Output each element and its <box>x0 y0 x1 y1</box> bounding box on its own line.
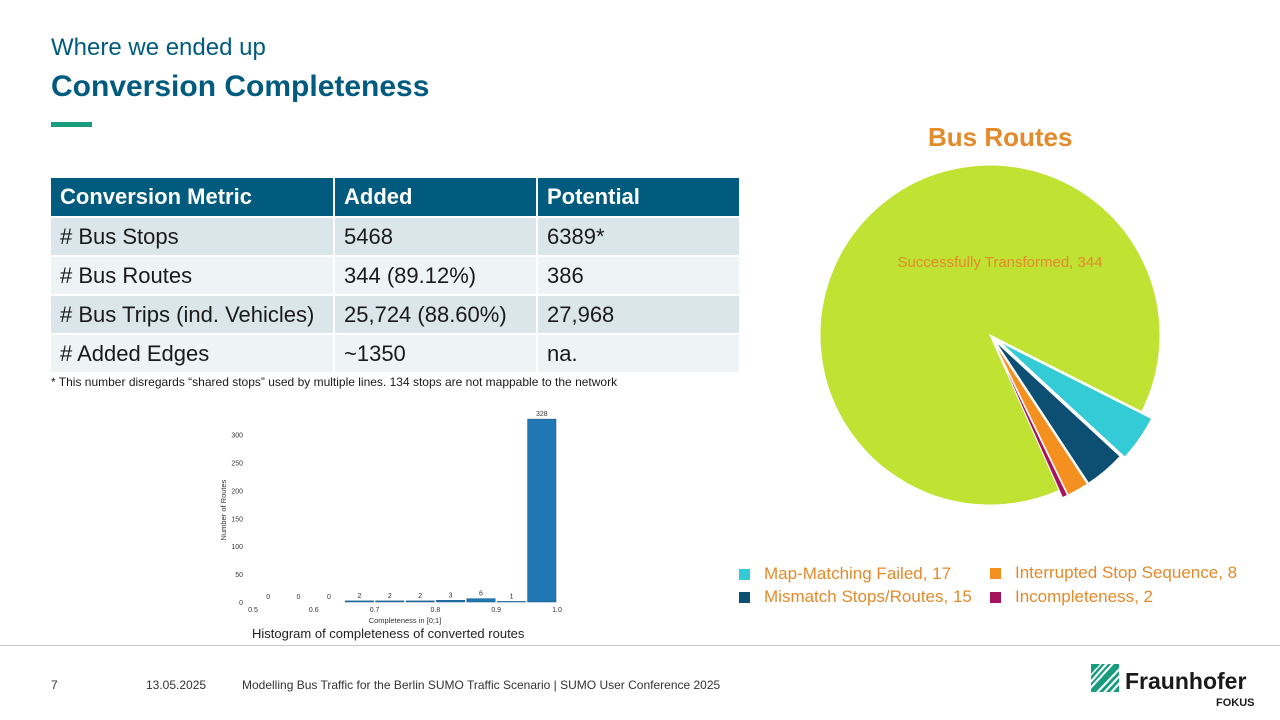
histogram-caption: Histogram of completeness of converted r… <box>252 626 525 641</box>
table-cell: 6389* <box>537 216 739 256</box>
x-tick-label: 0.8 <box>431 607 441 614</box>
legend-swatch <box>739 591 750 603</box>
bar-value-label: 328 <box>536 411 548 418</box>
table-cell: # Added Edges <box>51 333 335 372</box>
histogram-bar <box>405 600 435 603</box>
y-axis-label: Number of Routes <box>219 479 228 540</box>
table-cell: # Bus Stops <box>51 216 335 256</box>
footer-text: Modelling Bus Traffic for the Berlin SUM… <box>242 678 721 692</box>
legend-item-incompleteness: Incompleteness, 2 <box>990 587 1153 607</box>
histogram-bar <box>527 418 557 603</box>
bar-value-label: 3 <box>449 592 453 599</box>
table-cell: na. <box>537 333 739 372</box>
table-header-potential: Potential <box>537 178 739 217</box>
table-cell: ~1350 <box>334 333 538 372</box>
fraunhofer-logo-text: Fraunhofer <box>1125 668 1247 694</box>
bar-value-label: 0 <box>266 594 270 601</box>
bar-value-label: 2 <box>388 593 392 600</box>
y-tick-label: 200 <box>231 488 243 495</box>
footer-date: 13.05.2025 <box>146 678 207 692</box>
y-tick-label: 0 <box>239 600 243 607</box>
legend-label: Incompleteness, 2 <box>1015 587 1153 606</box>
table-cell: 27,968 <box>537 294 739 334</box>
x-tick-label: 0.6 <box>309 607 319 614</box>
table-cell: 5468 <box>334 216 538 256</box>
x-axis-label: Completeness in [0;1] <box>369 616 442 625</box>
histogram-bar <box>375 600 405 603</box>
table-cell: # Bus Routes <box>51 255 335 295</box>
table-cell: 386 <box>537 255 739 295</box>
legend-swatch <box>739 568 750 580</box>
legend-item-map-matching: Map-Matching Failed, 17 <box>739 564 951 584</box>
table-cell: 25,724 (88.60%) <box>334 294 538 334</box>
fraunhofer-logo-icon <box>1091 664 1119 692</box>
x-tick-label: 0.7 <box>370 607 380 614</box>
legend-label: Mismatch Stops/Routes, 15 <box>764 587 972 606</box>
bus-routes-pie-chart: Successfully Transformed, 344 <box>820 165 1161 506</box>
y-tick-label: 300 <box>231 433 243 440</box>
legend-item-mismatch: Mismatch Stops/Routes, 15 <box>739 587 972 607</box>
pie-slice <box>994 340 1121 484</box>
x-tick-label: 0.9 <box>491 607 501 614</box>
x-tick-label: 1.0 <box>552 607 562 614</box>
bar-value-label: 2 <box>418 593 422 600</box>
legend-swatch <box>990 567 1001 579</box>
pie-slice <box>993 341 1089 496</box>
slide-subtitle: Where we ended up <box>51 34 266 61</box>
bar-value-label: 2 <box>357 593 361 600</box>
table-cell: # Bus Trips (ind. Vehicles) <box>51 294 335 334</box>
bar-value-label: 0 <box>327 594 331 601</box>
x-tick-label: 0.5 <box>248 607 258 614</box>
y-tick-label: 250 <box>231 461 243 468</box>
pie-slice-label: Successfully Transformed, 344 <box>897 254 1102 271</box>
fraunhofer-logo-sub: FOKUS <box>1216 697 1255 709</box>
table-cell: 344 (89.12%) <box>334 255 538 295</box>
pie-slice <box>820 165 1161 506</box>
table-header-metric: Conversion Metric <box>51 178 335 217</box>
footer-divider <box>0 645 1280 646</box>
table-row: # Bus Trips (ind. Vehicles) 25,724 (88.6… <box>51 294 739 334</box>
legend-label: Interrupted Stop Sequence, 8 <box>1015 563 1238 582</box>
histogram-bar <box>466 598 496 603</box>
legend-swatch <box>990 591 1001 603</box>
table-row: # Added Edges ~1350 na. <box>51 333 739 372</box>
histogram-bar <box>436 600 466 603</box>
bar-value-label: 0 <box>297 594 301 601</box>
legend-item-interrupted: Interrupted Stop Sequence, 8 <box>990 563 1237 583</box>
pie-slice <box>999 341 1153 458</box>
y-tick-label: 150 <box>231 516 243 523</box>
title-accent-bar <box>51 122 92 127</box>
y-tick-label: 100 <box>231 544 243 551</box>
pie-title: Bus Routes <box>928 122 1073 152</box>
bar-value-label: 1 <box>509 593 513 600</box>
table-row: # Bus Routes 344 (89.12%) 386 <box>51 255 739 295</box>
histogram-bar <box>496 601 526 603</box>
table-header-added: Added <box>334 178 538 217</box>
table-footnote: * This number disregards “shared stops” … <box>51 375 618 389</box>
conversion-metrics-table: Conversion Metric Added Potential # Bus … <box>51 178 739 372</box>
y-tick-label: 50 <box>235 572 243 579</box>
completeness-histogram: 0 50 100 150 200 250 300 0.5 0.6 0.7 0.8 0.9 1.0 0 0 0 2… <box>219 411 562 625</box>
bar-value-label: 6 <box>479 591 483 598</box>
table-header-row: Conversion Metric Added Potential <box>51 178 739 217</box>
table-row: # Bus Stops 5468 6389* <box>51 216 739 256</box>
page-number: 7 <box>51 678 58 692</box>
pie-slice <box>992 342 1069 499</box>
legend-label: Map-Matching Failed, 17 <box>764 564 952 583</box>
histogram-bar <box>344 600 374 603</box>
slide-title: Conversion Completeness <box>51 70 430 103</box>
